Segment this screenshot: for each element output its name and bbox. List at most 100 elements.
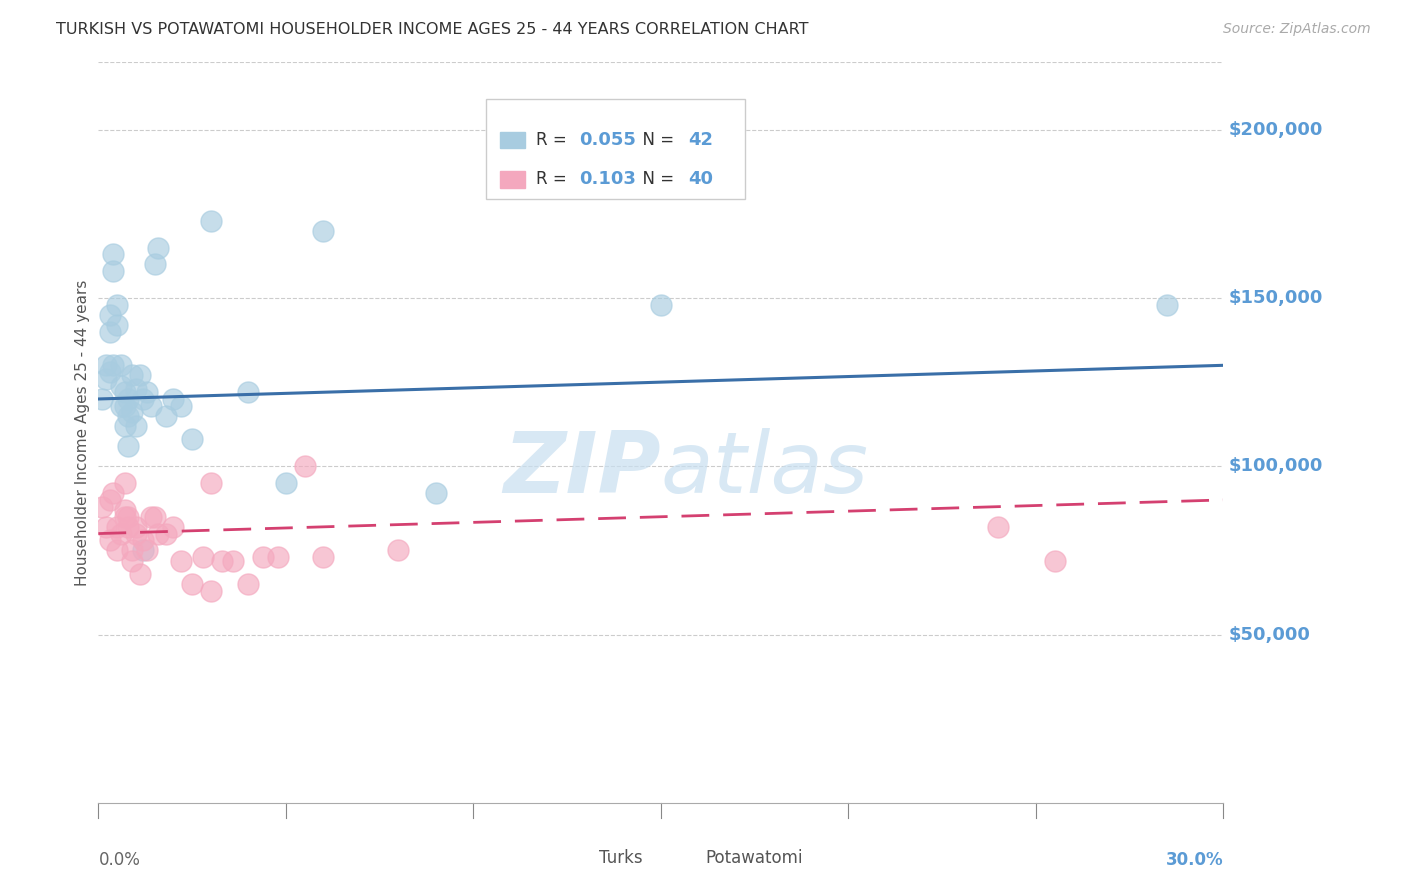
Text: Turks: Turks	[599, 849, 643, 867]
Text: 30.0%: 30.0%	[1166, 851, 1223, 869]
Point	[121, 543, 143, 558]
Point	[121, 553, 143, 567]
Point	[211, 553, 233, 567]
Point	[238, 577, 260, 591]
Point	[139, 399, 162, 413]
Point	[114, 418, 136, 433]
Point	[162, 392, 184, 406]
Point	[200, 476, 222, 491]
Point	[117, 392, 139, 406]
Point	[114, 509, 136, 524]
Point	[143, 257, 166, 271]
FancyBboxPatch shape	[486, 99, 745, 200]
Text: $50,000: $50,000	[1229, 625, 1310, 643]
Point	[98, 533, 121, 548]
Point	[139, 509, 162, 524]
Text: N =: N =	[631, 131, 679, 149]
Point	[181, 433, 204, 447]
Point	[1156, 298, 1178, 312]
Point	[252, 550, 274, 565]
Point	[181, 577, 204, 591]
Text: 0.103: 0.103	[579, 170, 636, 188]
Text: $150,000: $150,000	[1229, 289, 1323, 307]
Text: 40: 40	[688, 170, 713, 188]
Y-axis label: Householder Income Ages 25 - 44 years: Householder Income Ages 25 - 44 years	[75, 279, 90, 586]
Point	[114, 399, 136, 413]
Point	[132, 392, 155, 406]
Point	[121, 368, 143, 383]
Point	[121, 405, 143, 419]
Point	[1043, 553, 1066, 567]
Point	[98, 308, 121, 322]
Point	[170, 553, 193, 567]
Point	[110, 359, 132, 373]
Point	[143, 509, 166, 524]
Text: Source: ZipAtlas.com: Source: ZipAtlas.com	[1223, 22, 1371, 37]
Point	[128, 368, 150, 383]
Point	[91, 392, 114, 406]
Point	[987, 520, 1010, 534]
Point	[117, 509, 139, 524]
Point	[200, 213, 222, 227]
Point	[110, 526, 132, 541]
Point	[105, 520, 128, 534]
Point	[128, 566, 150, 581]
Point	[136, 543, 159, 558]
Text: atlas: atlas	[661, 428, 869, 511]
Point	[117, 439, 139, 453]
Point	[136, 385, 159, 400]
Point	[650, 298, 672, 312]
Point	[98, 365, 121, 379]
Text: R =: R =	[536, 131, 572, 149]
Point	[105, 298, 128, 312]
Point	[155, 409, 177, 423]
Point	[98, 325, 121, 339]
Point	[105, 543, 128, 558]
Point	[94, 520, 117, 534]
Point	[132, 533, 155, 548]
FancyBboxPatch shape	[565, 846, 591, 871]
Point	[110, 399, 132, 413]
Point	[387, 543, 409, 558]
Point	[312, 224, 335, 238]
Point	[94, 372, 117, 386]
Point	[98, 492, 121, 507]
Text: Potawatomi: Potawatomi	[706, 849, 803, 867]
Point	[125, 418, 148, 433]
Point	[162, 520, 184, 534]
Point	[193, 550, 215, 565]
Point	[267, 550, 290, 565]
Text: N =: N =	[631, 170, 679, 188]
Point	[312, 550, 335, 565]
Point	[425, 486, 447, 500]
Text: R =: R =	[536, 170, 572, 188]
Text: TURKISH VS POTAWATOMI HOUSEHOLDER INCOME AGES 25 - 44 YEARS CORRELATION CHART: TURKISH VS POTAWATOMI HOUSEHOLDER INCOME…	[56, 22, 808, 37]
Point	[103, 486, 125, 500]
Point	[274, 476, 297, 491]
Point	[103, 359, 125, 373]
Point	[114, 503, 136, 517]
Point	[148, 526, 170, 541]
Point	[125, 520, 148, 534]
Point	[222, 553, 245, 567]
Point	[148, 240, 170, 255]
Point	[170, 399, 193, 413]
FancyBboxPatch shape	[672, 846, 697, 871]
Point	[114, 476, 136, 491]
Point	[114, 385, 136, 400]
Point	[125, 526, 148, 541]
Point	[294, 459, 316, 474]
Point	[117, 409, 139, 423]
Point	[103, 264, 125, 278]
Point	[238, 385, 260, 400]
Point	[103, 247, 125, 261]
Point	[117, 520, 139, 534]
Point	[110, 378, 132, 392]
Point	[105, 318, 128, 332]
Point	[94, 359, 117, 373]
Point	[125, 382, 148, 396]
Text: ZIP: ZIP	[503, 428, 661, 511]
Text: 0.055: 0.055	[579, 131, 636, 149]
FancyBboxPatch shape	[501, 171, 524, 187]
Point	[91, 500, 114, 514]
